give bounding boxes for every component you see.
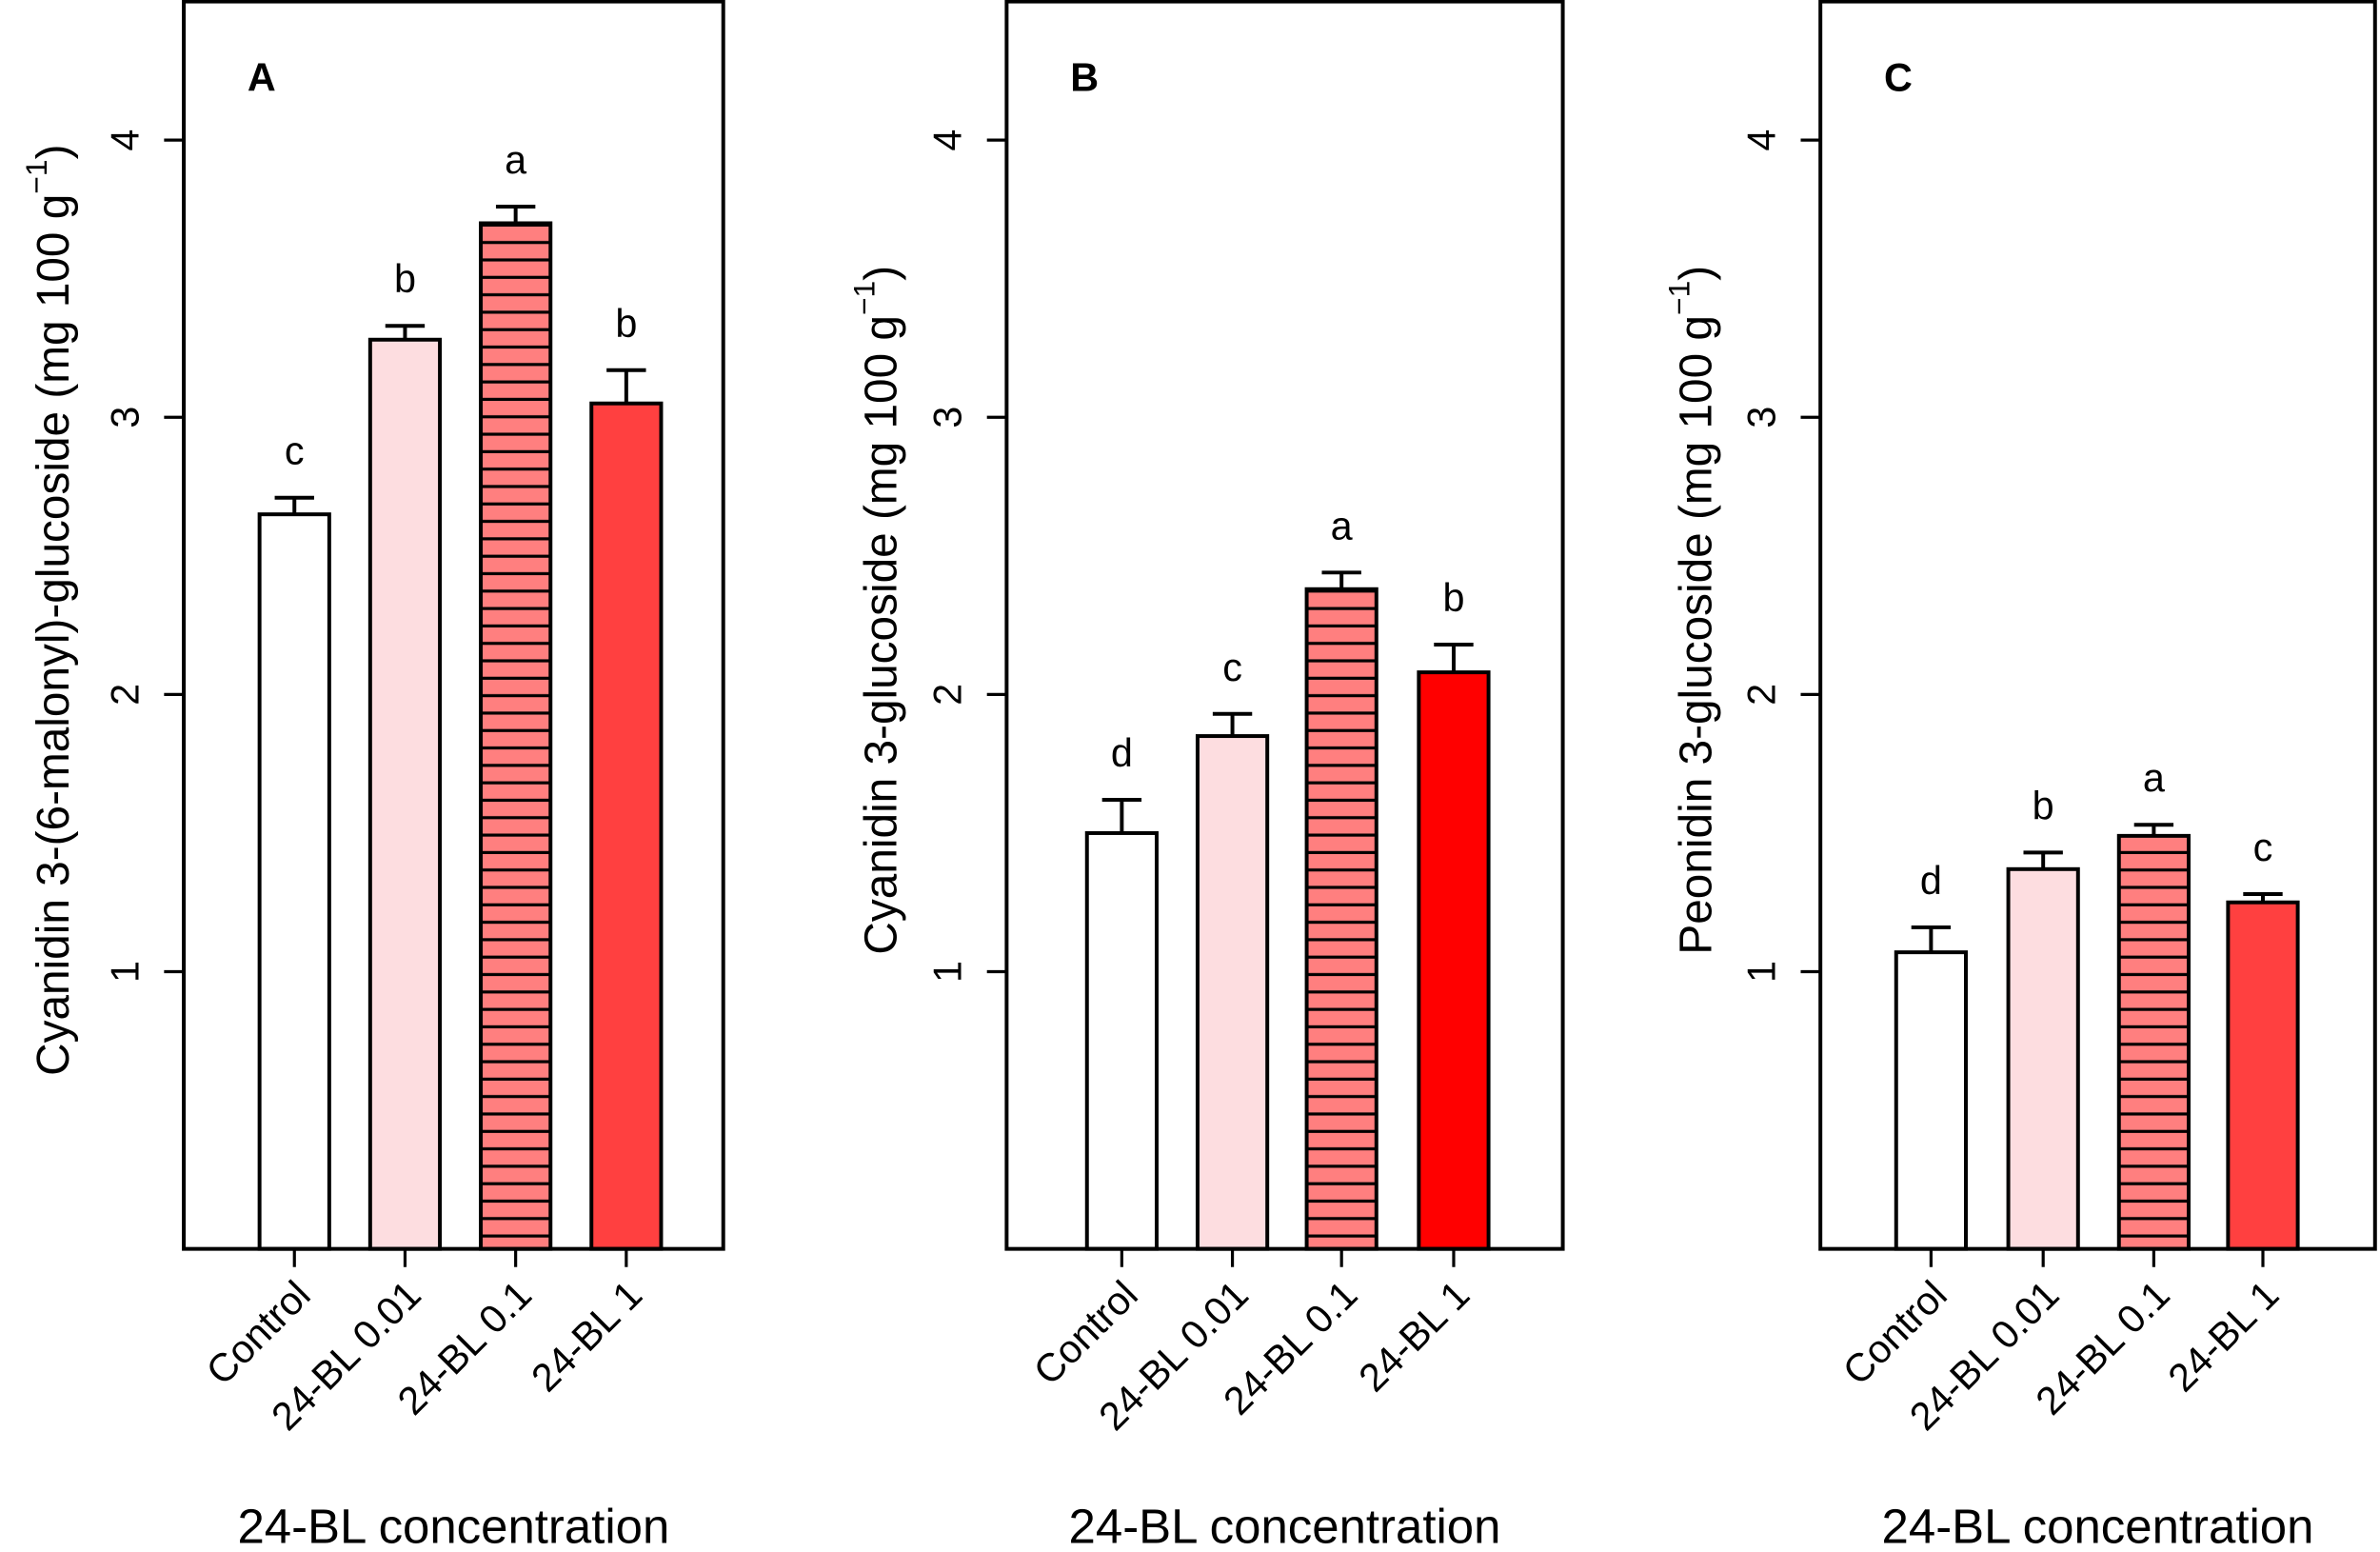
bar-2 — [2006, 866, 2080, 1251]
bar-3 — [2116, 833, 2191, 1251]
bar-3 — [479, 221, 553, 1251]
significance-letter: d — [1920, 859, 1942, 903]
x-tick-label: 24-BL 1 — [1351, 1272, 1478, 1400]
y-tick-label: 4 — [103, 129, 147, 151]
panel-label: C — [1884, 56, 1913, 100]
significance-letter: b — [394, 257, 416, 301]
significance-letter: c — [2253, 826, 2273, 869]
y-axis-title: Cyanidin 3-glucoside (mg 100 g−1) — [846, 266, 905, 955]
significance-letter: a — [505, 138, 527, 182]
significance-letter: b — [2033, 784, 2054, 827]
bar-1 — [257, 512, 331, 1251]
bar-4 — [589, 401, 664, 1251]
panel-label: A — [248, 56, 276, 100]
y-tick-label: 3 — [1739, 407, 1783, 428]
y-axis-title-superscript: −1 — [1662, 281, 1696, 315]
y-axis-title-close: ) — [1671, 266, 1721, 281]
bar-2 — [367, 337, 443, 1251]
y-axis-title-text: Cyanidin 3-(6-malonyl)-glucoside (mg 100… — [29, 194, 79, 1076]
y-axis-title-superscript: −1 — [846, 281, 881, 315]
panel-label: B — [1070, 56, 1099, 100]
x-axis-title: 24-BL concentration — [1069, 1499, 1501, 1552]
significance-letter: b — [1442, 576, 1464, 620]
x-tick-label: 24-BL 1 — [523, 1272, 650, 1400]
significance-letter: a — [2143, 756, 2166, 800]
plot-frame — [1004, 0, 1565, 1251]
y-tick-label: 2 — [103, 684, 147, 706]
y-tick-label: 3 — [926, 407, 970, 428]
y-tick-label: 1 — [926, 961, 970, 983]
y-axis-title: Cyanidin 3-(6-malonyl)-glucoside (mg 100… — [19, 144, 79, 1075]
significance-letter: d — [1111, 731, 1133, 775]
bar-3 — [1304, 587, 1378, 1251]
x-axis-title: 24-BL concentration — [237, 1499, 669, 1552]
bar-1 — [1894, 950, 1968, 1251]
y-tick-label: 4 — [1739, 129, 1783, 151]
bar-2 — [1195, 734, 1270, 1251]
y-tick-label: 1 — [1739, 961, 1783, 983]
bar-4 — [1417, 670, 1491, 1251]
x-axis-title: 24-BL concentration — [1882, 1499, 2314, 1552]
y-axis-title-close: ) — [29, 144, 79, 159]
y-axis-title: Peonidin 3-glucoside (mg 100 g−1) — [1662, 266, 1722, 955]
x-tick-label: 24-BL 1 — [2160, 1272, 2288, 1400]
y-tick-label: 2 — [926, 684, 970, 706]
significance-letter: a — [1331, 504, 1354, 547]
bar-1 — [1084, 830, 1159, 1251]
significance-letter: c — [1222, 646, 1242, 689]
y-tick-label: 4 — [926, 129, 970, 151]
y-tick-label: 2 — [1739, 684, 1783, 706]
plot-frame — [182, 0, 725, 1251]
y-axis-title-superscript: −1 — [19, 159, 53, 193]
plot-frame — [1818, 0, 2377, 1251]
significance-letter: c — [285, 429, 305, 473]
y-axis-title-close: ) — [856, 266, 906, 281]
significance-letter: b — [615, 302, 637, 346]
y-tick-label: 3 — [103, 407, 147, 428]
y-axis-title-text: Peonidin 3-glucoside (mg 100 g — [1671, 315, 1721, 955]
bar-4 — [2226, 900, 2300, 1251]
y-tick-label: 1 — [103, 961, 147, 983]
y-axis-title-text: Cyanidin 3-glucoside (mg 100 g — [856, 315, 906, 955]
